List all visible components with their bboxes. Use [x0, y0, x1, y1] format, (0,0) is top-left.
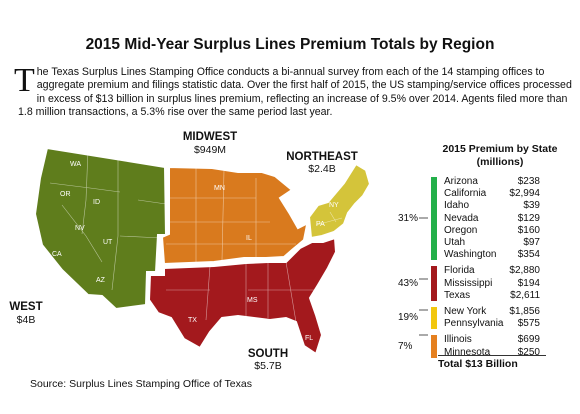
group-percent: 31%	[398, 212, 419, 224]
state-label-ny: NY	[329, 202, 339, 209]
region-label-midwest: MIDWEST	[182, 131, 238, 143]
state-row: Minnesota $250	[444, 347, 540, 360]
region-value-south: $5.7B	[254, 360, 282, 372]
state-borders	[49, 149, 343, 323]
state-name: Arizona	[444, 176, 478, 187]
legend-ticks	[419, 217, 428, 336]
state-name: Oregon	[444, 224, 478, 236]
state-row: Idaho $39	[444, 200, 540, 213]
chart-title: 2015 Mid-Year Surplus Lines Premium Tota…	[85, 36, 495, 53]
group-percent: 7%	[398, 340, 413, 352]
region-label-west: WEST	[9, 301, 43, 313]
region-value-midwest: $949M	[193, 144, 227, 156]
state-row: Arizona $238	[444, 176, 540, 189]
group-color-bar	[431, 307, 437, 330]
state-value: $97	[523, 237, 540, 248]
legend-title: 2015 Premium by State (millions)	[420, 143, 580, 169]
state-row: Pennsylvania $575	[444, 318, 540, 331]
state-row: Illinois $699	[444, 334, 540, 347]
state-row: Oregon $160	[444, 225, 540, 238]
state-value: $2,880	[509, 265, 540, 277]
state-row: California $2,994	[444, 188, 540, 201]
group-percent: 19%	[398, 312, 419, 324]
state-label-tx: TX	[188, 317, 197, 324]
state-row: Utah $97	[444, 237, 540, 250]
drop-cap: T	[14, 62, 35, 99]
state-value: $354	[517, 249, 540, 261]
state-name: Washington	[444, 249, 497, 261]
state-label-or: OR	[60, 191, 71, 198]
state-row: Mississippi $194	[444, 278, 540, 291]
state-label-ca: CA	[52, 251, 62, 258]
intro-text: he Texas Surplus Lines Stamping Office c…	[18, 66, 572, 119]
region-value-northeast: $2.4B	[308, 163, 336, 175]
state-value: $2,994	[509, 188, 540, 200]
total-divider	[438, 355, 546, 356]
state-name: Nevada	[444, 212, 479, 224]
state-value: $160	[517, 224, 540, 236]
region-south-shape	[147, 236, 338, 356]
region-label-south: SOUTH	[247, 348, 289, 360]
group-percent: 43%	[398, 277, 419, 289]
region-northeast-shape	[307, 162, 372, 240]
state-row: Washington $354	[444, 249, 540, 262]
state-name: Idaho	[444, 200, 470, 212]
state-value: $129	[517, 212, 540, 224]
state-name: Florida	[444, 265, 475, 277]
state-row: Nevada $129	[444, 213, 540, 226]
state-value: $39	[523, 200, 540, 212]
state-label-ms: MS	[247, 297, 258, 304]
group-color-bar	[431, 335, 437, 358]
group-color-bar	[431, 266, 437, 301]
legend-title-line1: 2015 Premium by State	[442, 143, 558, 155]
state-name: Utah	[444, 237, 466, 248]
state-label-il: IL	[246, 235, 252, 242]
state-label-fl: FL	[305, 335, 313, 342]
state-label-nv: NV	[75, 225, 85, 232]
state-label-id: ID	[93, 199, 100, 206]
state-row: Florida $2,880	[444, 265, 540, 278]
state-name: Mississippi	[444, 277, 493, 289]
state-abbreviations: WA OR ID NV UT CA AZ MN IL NY PA TX MS F…	[52, 161, 339, 342]
state-value: $2,611	[510, 289, 540, 301]
state-label-pa: PA	[316, 221, 325, 228]
state-label-mn: MN	[214, 185, 225, 192]
region-label-northeast: NORTHEAST	[286, 151, 358, 163]
state-value: $238	[517, 176, 540, 187]
state-name: California	[444, 188, 487, 200]
state-name: Illinois	[444, 334, 472, 346]
source-note: Source: Surplus Lines Stamping Office of…	[30, 378, 252, 390]
state-value: $1,856	[509, 306, 540, 317]
state-label-az: AZ	[96, 277, 106, 284]
state-value: $194	[517, 277, 540, 289]
state-label-wa: WA	[70, 161, 81, 168]
state-row: New York $1,856	[444, 306, 540, 319]
state-value: $699	[517, 334, 540, 346]
region-midwest-shape	[160, 165, 309, 266]
state-value: $250	[517, 346, 540, 358]
region-value-west: $4B	[16, 314, 36, 326]
state-name: Texas	[444, 289, 471, 301]
state-name: Minnesota	[444, 346, 491, 358]
state-name: Pennsylvania	[444, 318, 504, 330]
legend-title-line2: (millions)	[476, 156, 524, 168]
state-row: Texas $2,611	[444, 290, 540, 303]
state-value: $575	[517, 318, 540, 330]
group-color-bar	[431, 177, 437, 261]
total-label: Total $13 Billion	[438, 358, 518, 370]
state-label-ut: UT	[103, 239, 113, 246]
state-name: New York	[444, 306, 487, 317]
region-west-shape	[33, 146, 168, 311]
